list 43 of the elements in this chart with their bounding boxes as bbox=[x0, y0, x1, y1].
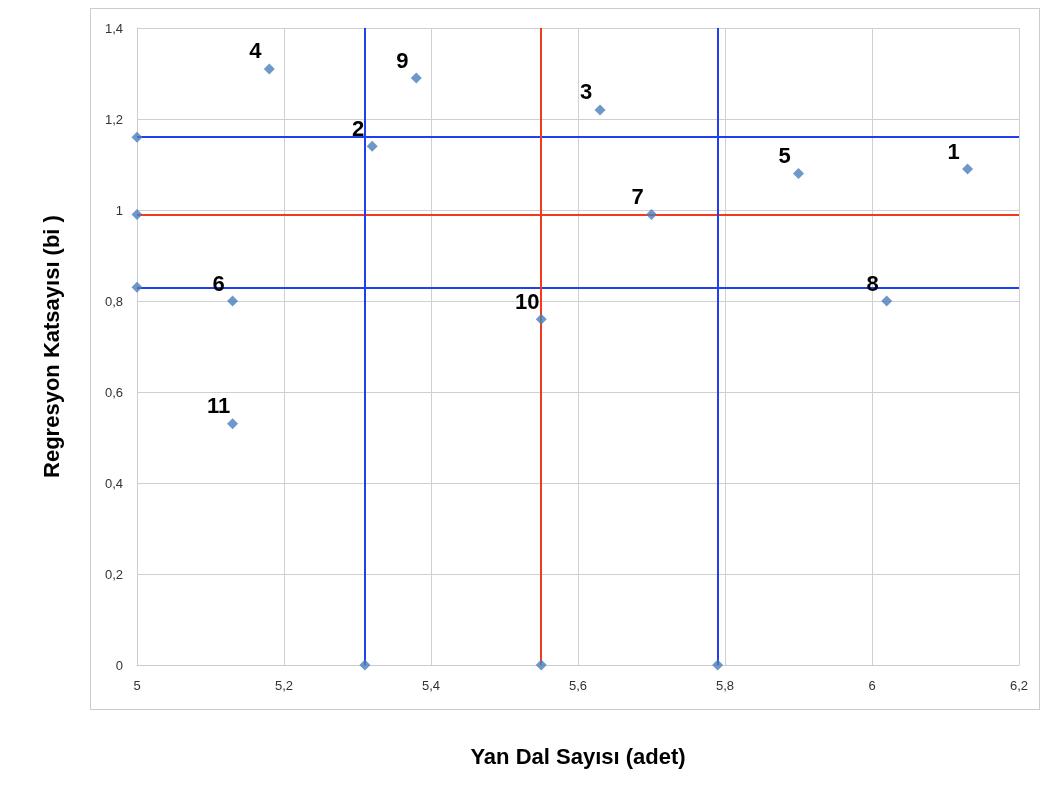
point bbox=[131, 281, 143, 293]
y-tick-label: 0,2 bbox=[104, 566, 123, 582]
x-axis-title: Yan Dal Sayısı (adet) bbox=[470, 743, 686, 769]
point bbox=[793, 168, 804, 180]
y-tick-label: 1,2 bbox=[104, 111, 123, 127]
annotation: 1 bbox=[947, 138, 960, 164]
y-tick-label: 0,4 bbox=[104, 475, 123, 491]
point bbox=[962, 163, 974, 175]
x-tick-label: 5,4 bbox=[421, 678, 441, 693]
point bbox=[410, 72, 422, 84]
y-tick-label: 0,6 bbox=[104, 384, 123, 400]
annotation: 10 bbox=[515, 288, 540, 314]
x-tick-label: 5,6 bbox=[568, 678, 588, 693]
point bbox=[535, 659, 547, 671]
x-tick-label: 5,2 bbox=[274, 678, 294, 693]
y-tick-label: 1 bbox=[115, 202, 123, 218]
point bbox=[263, 63, 275, 75]
x-tick-label: 5,8 bbox=[715, 678, 735, 693]
point bbox=[131, 131, 143, 143]
x-tick-label: 6 bbox=[868, 678, 876, 693]
annotation: 4 bbox=[249, 38, 263, 64]
point bbox=[712, 659, 724, 671]
point bbox=[227, 295, 239, 307]
point bbox=[359, 659, 371, 671]
annotation: 9 bbox=[396, 47, 409, 73]
x-tick-label: 6,2 bbox=[1009, 678, 1029, 693]
point bbox=[366, 140, 378, 152]
point bbox=[594, 104, 606, 116]
point bbox=[535, 313, 547, 325]
point bbox=[131, 209, 143, 221]
y-axis-title: Regresyon Katsayısı (bi ) bbox=[38, 215, 64, 478]
annotation: 2 bbox=[352, 115, 365, 141]
y-tick-label: 0 bbox=[115, 657, 123, 673]
annotation: 11 bbox=[206, 393, 231, 419]
y-tick-label: 1,4 bbox=[104, 20, 123, 36]
annotation: 7 bbox=[631, 184, 644, 210]
point bbox=[881, 295, 893, 307]
annotation: 3 bbox=[579, 79, 593, 105]
x-tick-label: 5 bbox=[133, 678, 141, 693]
point bbox=[227, 418, 239, 430]
y-tick-label: 0,8 bbox=[104, 293, 123, 309]
point bbox=[646, 209, 657, 221]
annotation: 5 bbox=[778, 143, 791, 169]
